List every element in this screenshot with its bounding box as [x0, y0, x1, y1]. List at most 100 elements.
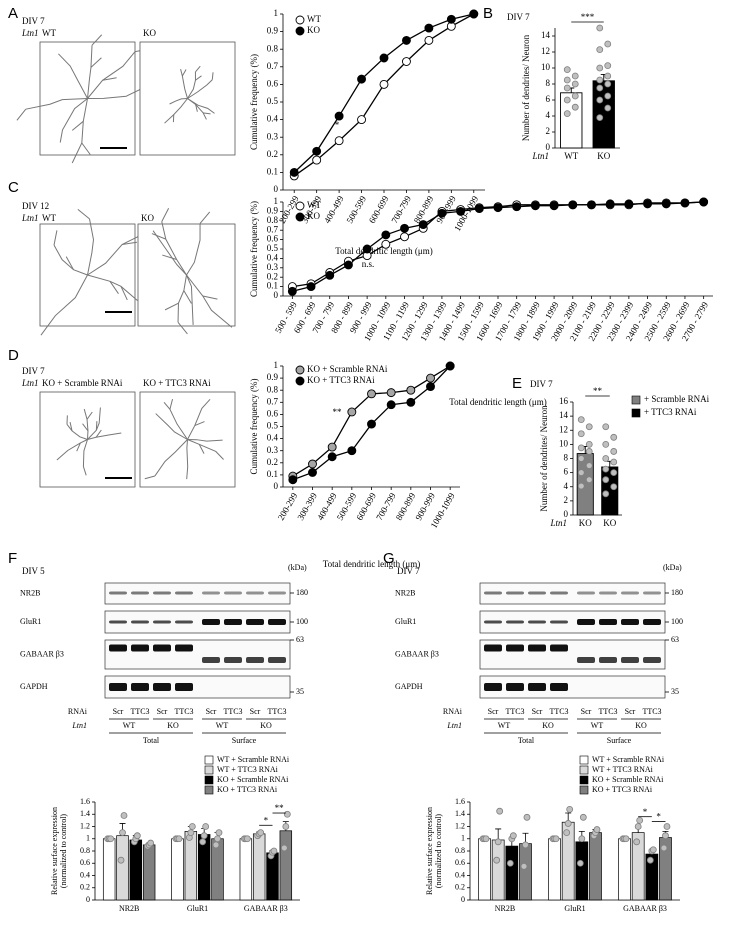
unit-label: (kDa) — [663, 563, 682, 572]
y-tick-label: 1.4 — [80, 809, 90, 818]
data-point — [576, 859, 584, 867]
blot-row — [104, 582, 291, 605]
data-point — [343, 260, 353, 270]
blot-band — [599, 591, 617, 595]
panel-letter: B — [483, 5, 493, 22]
dendrite — [161, 208, 170, 222]
blot-band — [202, 657, 220, 663]
dendrite — [187, 98, 215, 114]
y-tick-label: 0.2 — [267, 457, 278, 467]
blot-band — [268, 591, 286, 595]
band-label: GAPDH — [20, 682, 48, 691]
y-axis-label: Cumulative frequency (%) — [249, 54, 259, 150]
legend-label: KO + TTC3 RNAi — [307, 375, 375, 385]
panel-letter: G — [383, 550, 395, 567]
data-point — [610, 483, 618, 491]
genotype-label: WT — [123, 721, 136, 730]
annotation: ** — [593, 386, 603, 396]
bar — [266, 852, 279, 901]
y-tick-label: 0.7 — [267, 224, 279, 234]
dendrite — [91, 34, 103, 46]
dendrite — [180, 68, 188, 99]
x-axis-label: Total dendritic length (μm) — [449, 397, 546, 407]
marker-label: 35 — [671, 687, 679, 696]
y-tick-label: 0 — [274, 290, 279, 300]
data-point — [494, 838, 502, 846]
y-tick-label: 0.5 — [267, 243, 279, 253]
data-point — [530, 201, 540, 211]
data-point — [312, 146, 322, 156]
blot-band — [246, 657, 264, 663]
band-label: NR2B — [395, 588, 415, 597]
dendrite — [16, 108, 27, 121]
div-label: DIV 7 — [22, 366, 45, 376]
data-point — [257, 829, 265, 837]
dendrite — [161, 221, 187, 276]
blot-band — [175, 591, 193, 595]
data-point — [367, 419, 376, 429]
blot-band — [528, 591, 546, 595]
dendrite — [56, 439, 88, 461]
bar — [505, 845, 519, 901]
dendrite — [164, 302, 179, 311]
lane-label: Scr — [113, 707, 124, 716]
dendrite — [198, 444, 205, 454]
bar — [171, 838, 184, 901]
y-tick-label: 0.7 — [267, 396, 279, 406]
blot-band — [153, 620, 171, 624]
data-point — [610, 458, 618, 466]
dendrite — [87, 407, 101, 440]
data-point — [610, 433, 618, 441]
y-tick-label: 0.2 — [267, 149, 278, 159]
chart-title: DIV 7 — [507, 12, 530, 22]
lane-label: Scr — [157, 707, 168, 716]
data-point — [610, 469, 618, 477]
annotation: * — [656, 812, 661, 822]
bar — [239, 838, 253, 901]
blot-band — [175, 644, 193, 652]
error-bar — [495, 828, 502, 840]
y-tick-label: 10 — [541, 62, 551, 72]
blot-band — [550, 644, 568, 652]
data-point — [577, 416, 585, 424]
legend-swatch — [204, 775, 214, 785]
dendrite — [59, 98, 88, 143]
data-point — [347, 407, 357, 417]
dendrite — [83, 408, 89, 440]
blot-row — [479, 675, 666, 699]
fraction-label: Total — [143, 736, 160, 745]
data-point — [571, 103, 579, 111]
blot-band — [131, 644, 149, 652]
data-point — [602, 455, 610, 462]
panel-letter: C — [8, 179, 19, 196]
bar — [519, 843, 532, 901]
y-tick-label: 12 — [541, 46, 550, 56]
genotype-label: KO — [260, 721, 272, 730]
data-point — [585, 440, 593, 448]
blot-band — [484, 683, 502, 691]
gene-label: Ltn1 — [21, 213, 39, 223]
dendrite — [186, 439, 189, 480]
dendrite — [187, 79, 213, 99]
data-point — [512, 202, 522, 212]
data-point — [357, 115, 367, 125]
blot-band — [621, 591, 639, 595]
data-point — [379, 53, 389, 63]
y-tick-label: 0.6 — [80, 858, 90, 867]
x-tick-label: 900-999 — [434, 194, 458, 225]
dendrite — [53, 244, 88, 276]
data-point — [367, 389, 376, 399]
genotype-label: KO — [542, 721, 554, 730]
blot-band — [268, 657, 286, 663]
marker-label: 100 — [671, 617, 683, 626]
blot-band — [131, 620, 149, 624]
data-point — [633, 838, 641, 846]
data-point — [212, 841, 220, 849]
x-tick-label: GluR1 — [564, 904, 585, 913]
dendrite — [53, 230, 58, 246]
div-label: DIV 7 — [22, 16, 45, 26]
lane-label: Scr — [581, 707, 592, 716]
x-axis-label: Total dendritic length (μm) — [335, 246, 432, 256]
data-point — [362, 244, 372, 254]
